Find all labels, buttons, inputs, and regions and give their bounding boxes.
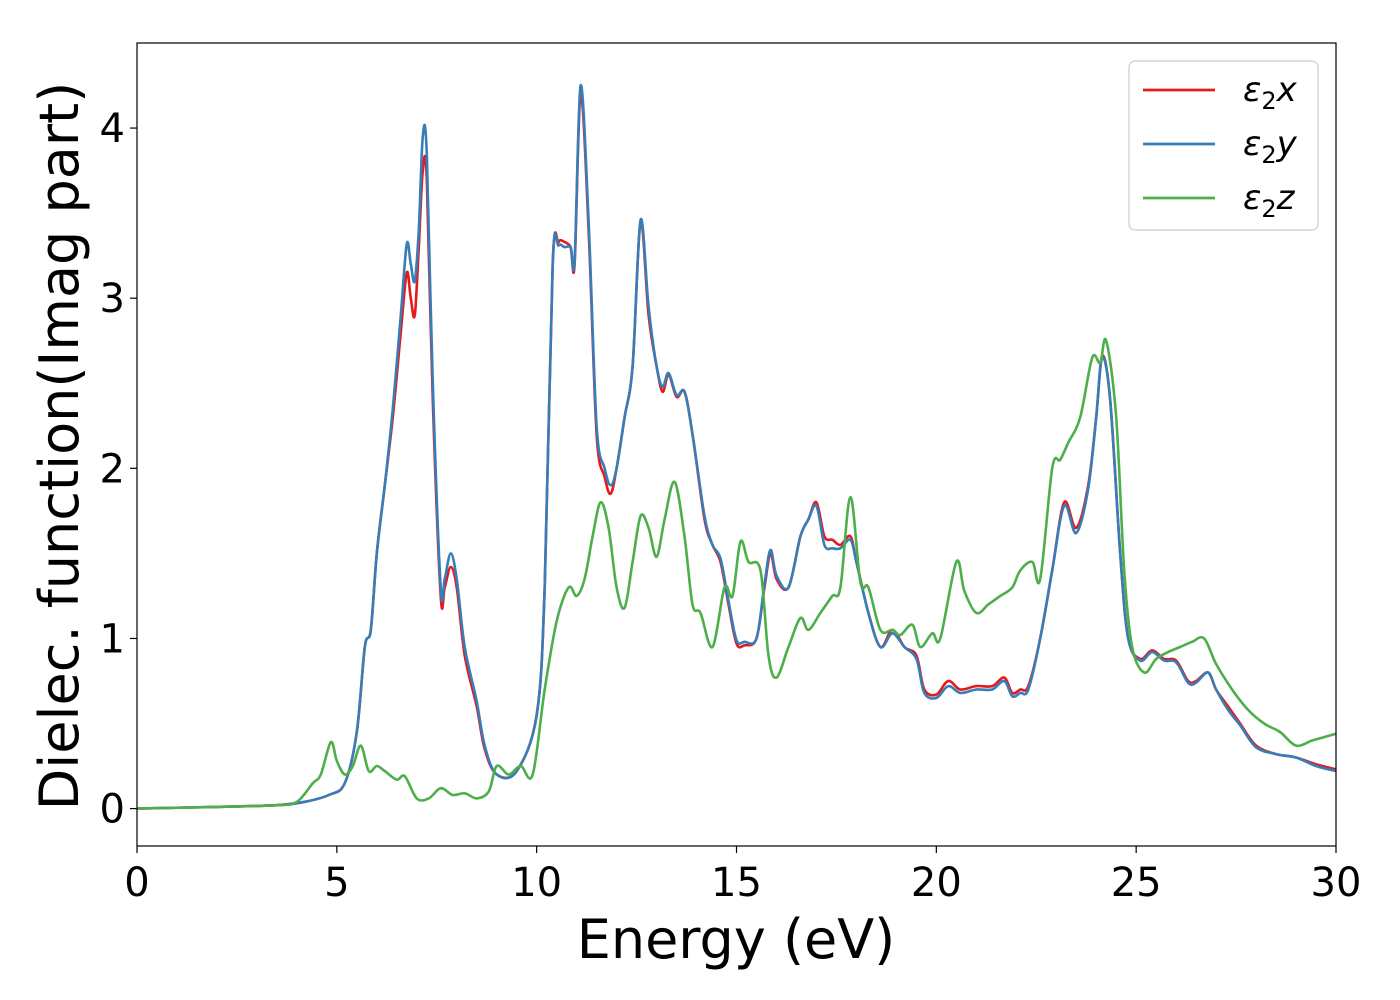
plot-lines — [136, 84, 1337, 810]
legend-box — [1128, 60, 1319, 231]
x-tick-label: 30 — [1311, 860, 1362, 906]
legend-label-y: ε2y — [1243, 124, 1298, 169]
legend: ε2x ε2y ε2z — [1128, 60, 1319, 231]
x-tick-label: 15 — [711, 860, 762, 906]
legend-label-z: ε2z — [1243, 178, 1296, 223]
x-tick-label: 10 — [511, 860, 562, 906]
y-tick-label: 0 — [100, 787, 125, 833]
y-axis: 0 1 2 3 4 — [100, 106, 137, 833]
x-tick-label: 5 — [324, 860, 349, 906]
series-line-y — [136, 84, 1337, 810]
y-tick-label: 3 — [100, 276, 125, 322]
x-tick-label: 20 — [911, 860, 962, 906]
x-axis-label: Energy (eV) — [577, 908, 896, 971]
y-tick-label: 2 — [100, 446, 125, 492]
x-tick-label: 0 — [124, 860, 149, 906]
x-tick-label: 25 — [1111, 860, 1162, 906]
legend-label-x: ε2x — [1243, 70, 1298, 115]
y-axis-label: Dielec. function(Imag part) — [28, 82, 91, 811]
y-tick-label: 4 — [100, 106, 125, 152]
y-tick-label: 1 — [100, 616, 125, 662]
x-axis: 0 5 10 15 20 25 30 — [124, 846, 1361, 906]
series-line-z — [136, 337, 1337, 810]
